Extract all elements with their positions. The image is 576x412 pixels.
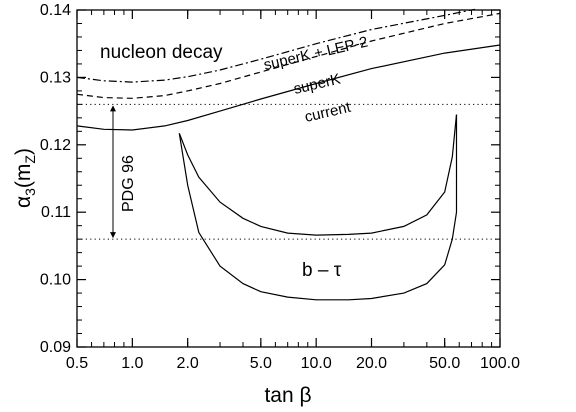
y-tick-label-4: 0.13 — [40, 69, 71, 86]
y-tick-label-2: 0.11 — [41, 204, 71, 221]
nucleon-decay-label: nucleon decay — [100, 42, 223, 63]
svg-text:α3(mZ): α3(mZ) — [12, 148, 38, 208]
annotations: nucleon decay superK + LEP-2 superK curr… — [100, 33, 369, 281]
y-tick-label-5: 0.14 — [40, 2, 71, 19]
reference-lines — [77, 104, 500, 239]
x-tick-label-6: 50.0 — [429, 355, 460, 372]
b-tau-label: b – τ — [302, 260, 342, 281]
y-tick-label-0: 0.09 — [40, 339, 71, 356]
y-tick-label-3: 0.12 — [40, 137, 71, 154]
current-label: current — [303, 99, 353, 126]
x-axis-title: tan β — [264, 384, 311, 407]
pdg96-label: PDG 96 — [120, 155, 137, 212]
x-tick-label-2: 2.0 — [177, 355, 199, 372]
x-tick-label-1: 1.0 — [121, 355, 143, 372]
x-tick-label-5: 20.0 — [356, 355, 387, 372]
y-tick-label-1: 0.10 — [40, 272, 71, 289]
y-axis-alpha: α — [12, 196, 35, 208]
x-tick-label-7: 100.0 — [480, 355, 520, 372]
series-b-upper — [179, 115, 456, 236]
superk-lep2-label: superK + LEP-2 — [262, 33, 369, 73]
y-axis-sub3: 3 — [22, 188, 38, 196]
x-tick-label-3: 5.0 — [250, 355, 272, 372]
y-axis-paren-open: (m — [12, 164, 35, 189]
y-axis-paren-close: ) — [12, 148, 35, 155]
y-axis-title: α3(mZ) — [12, 148, 38, 208]
x-tick-label-0: 0.5 — [66, 355, 88, 372]
superk-label: superK — [292, 71, 342, 98]
x-tick-label-4: 10.0 — [301, 355, 332, 372]
